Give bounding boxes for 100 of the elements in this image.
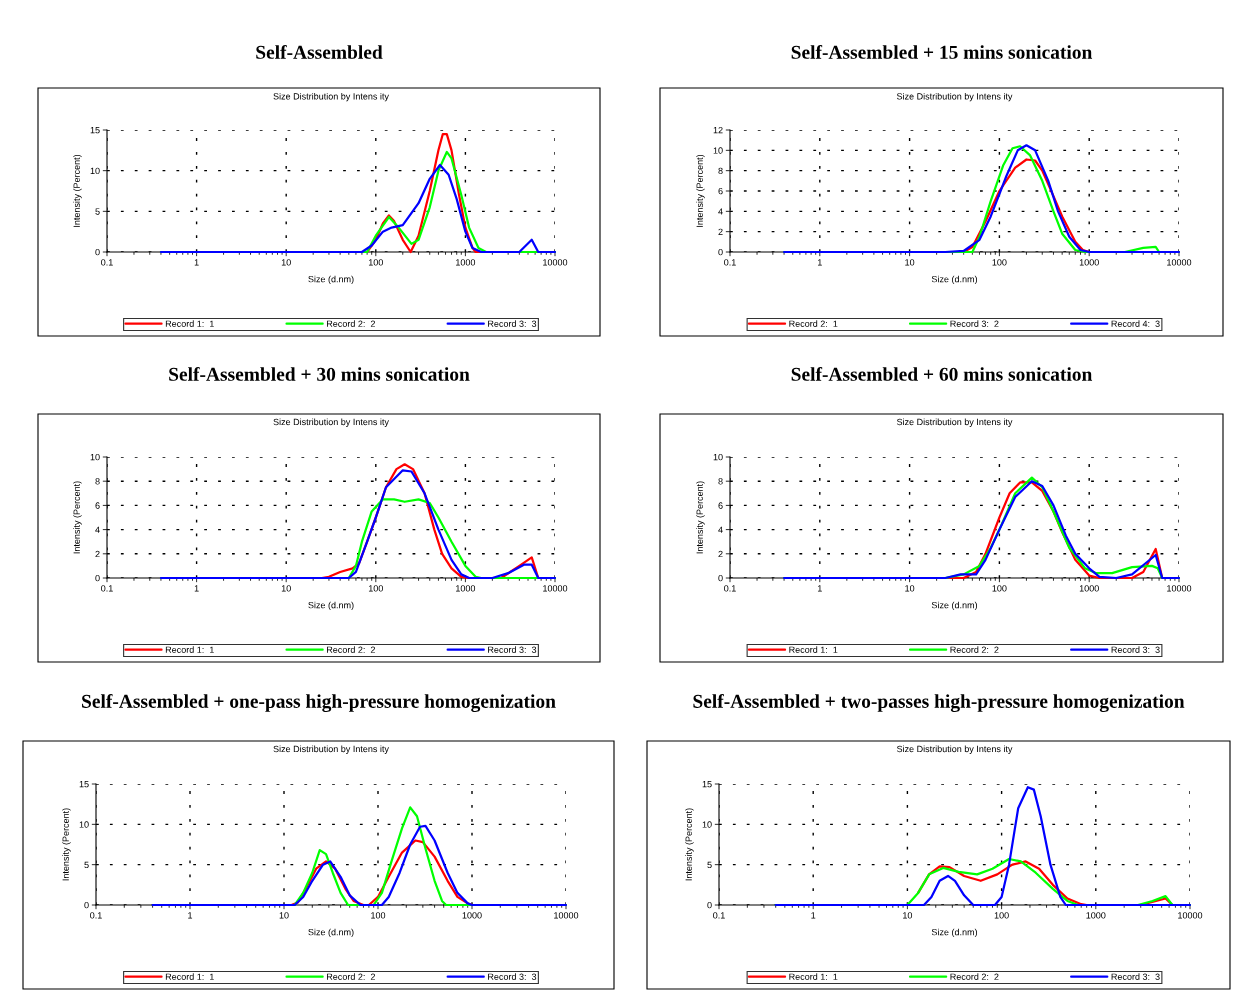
y-tick-label: 0: [84, 901, 89, 909]
y-tick-label: 0: [707, 901, 712, 909]
chart-subtitle: Size Distribution by Intens ity: [896, 745, 1013, 754]
legend-label: Record 2: 2: [950, 646, 999, 653]
legend-label: Record 3: 2: [950, 320, 999, 327]
y-tick-label: 8: [95, 478, 100, 485]
y-tick-label: 5: [84, 861, 89, 869]
y-tick-label: 8: [718, 167, 723, 175]
y-axis-title: Intensity (Percent): [696, 481, 705, 554]
chart-title: Self-Assembled + 15 mins sonication: [791, 44, 1093, 59]
y-tick-label: 5: [95, 208, 100, 215]
x-tick-label: 100: [371, 912, 386, 919]
legend-label: Record 2: 2: [327, 646, 375, 653]
y-tick-label: 0: [95, 248, 100, 256]
x-tick-label: 0.1: [101, 585, 113, 592]
chart-title: Self-Assembled: [256, 44, 383, 59]
y-tick-label: 4: [95, 526, 100, 533]
x-tick-label: 1: [188, 912, 193, 919]
legend-label: Record 1: 1: [165, 320, 214, 327]
x-axis-title: Size (d.nm): [931, 601, 978, 611]
y-tick-label: 10: [79, 821, 89, 828]
x-tick-label: 10000: [1178, 912, 1203, 919]
chart-title: Self-Assembled + 60 mins sonication: [791, 366, 1093, 381]
y-tick-label: 10: [90, 167, 100, 175]
x-tick-label: 1000: [456, 259, 476, 266]
legend-label: Record 3: 3: [488, 646, 537, 653]
chart-title: Self-Assembled + one-pass high-pressure homogenization: [82, 694, 556, 712]
x-tick-label: 10: [281, 585, 291, 592]
x-tick-label: 0.1: [713, 912, 725, 919]
y-tick-label: 2: [718, 550, 723, 558]
x-tick-label: 0.1: [90, 912, 102, 919]
x-axis-title: Size (d.nm): [931, 275, 978, 285]
y-tick-label: 15: [702, 781, 712, 788]
x-axis-title: Size (d.nm): [931, 928, 978, 938]
chart-title: Self-Assembled + two-passes high-pressure homogenization: [693, 694, 1185, 712]
y-tick-label: 15: [90, 127, 100, 134]
x-axis-title: Size (d.nm): [308, 275, 354, 285]
legend-label: Record 3: 3: [1111, 646, 1160, 653]
y-tick-label: 2: [95, 550, 100, 558]
y-tick-label: 10: [90, 453, 100, 461]
x-tick-label: 100: [992, 259, 1007, 266]
y-tick-label: 0: [718, 248, 723, 256]
y-tick-label: 5: [707, 861, 712, 869]
x-tick-label: 100: [992, 585, 1007, 592]
legend-label: Record 3: 3: [1111, 973, 1160, 980]
y-tick-label: 15: [79, 781, 89, 788]
legend-label: Record 2: 2: [950, 973, 999, 980]
legend-label: Record 2: 2: [327, 320, 375, 327]
x-tick-label: 10: [281, 259, 291, 266]
legend-label: Record 2: 2: [327, 973, 375, 980]
legend-label: Record 1: 1: [789, 973, 838, 980]
legend-label: Record 2: 1: [789, 320, 838, 327]
chart-subtitle: Size Distribution by Intens ity: [273, 745, 389, 754]
y-tick-label: 2: [718, 228, 723, 235]
y-tick-label: 12: [713, 126, 723, 134]
y-tick-label: 4: [718, 526, 723, 533]
x-tick-label: 1000: [456, 585, 476, 592]
y-axis-title: Intensity (Percent): [73, 481, 82, 554]
x-tick-label: 10: [279, 912, 289, 919]
x-tick-label: 100: [994, 912, 1009, 919]
y-tick-label: 6: [718, 502, 723, 509]
chart-subtitle: Size Distribution by Intens ity: [273, 418, 389, 427]
x-tick-label: 1: [194, 259, 199, 266]
x-tick-label: 10000: [554, 912, 579, 919]
chart-title: Self-Assembled + 30 mins sonication: [169, 366, 470, 381]
x-tick-label: 100: [368, 585, 383, 592]
x-tick-label: 10000: [543, 259, 568, 266]
legend-label: Record 1: 1: [789, 646, 838, 653]
chart-subtitle: Size Distribution by Intens ity: [273, 92, 389, 102]
y-tick-label: 4: [718, 208, 723, 215]
legend-label: Record 4: 3: [1111, 320, 1160, 327]
x-tick-label: 10: [905, 585, 915, 592]
x-tick-label: 10000: [1167, 259, 1192, 266]
x-tick-label: 1000: [1086, 912, 1106, 919]
legend-label: Record 1: 1: [165, 646, 214, 653]
x-axis-title: Size (d.nm): [308, 601, 354, 611]
x-tick-label: 10000: [1167, 585, 1192, 592]
y-tick-label: 8: [718, 478, 723, 485]
y-tick-label: 0: [95, 574, 100, 582]
y-axis-title: Intensity (Percent): [73, 154, 82, 227]
x-tick-label: 1: [194, 585, 199, 592]
y-tick-label: 0: [718, 574, 723, 582]
x-tick-label: 1: [811, 912, 816, 919]
legend-label: Record 3: 3: [488, 973, 537, 980]
y-tick-label: 10: [713, 147, 723, 154]
y-axis-title: Intensity (Percent): [685, 808, 694, 881]
x-tick-label: 100: [368, 259, 383, 266]
x-tick-label: 10: [903, 912, 913, 919]
y-axis-title: Intensity (Percent): [62, 808, 71, 881]
x-tick-label: 1000: [1079, 585, 1099, 592]
x-tick-label: 0.1: [724, 585, 736, 592]
x-tick-label: 10000: [543, 585, 568, 592]
x-tick-label: 0.1: [724, 259, 736, 266]
y-tick-label: 6: [95, 502, 100, 509]
x-tick-label: 0.1: [101, 259, 113, 266]
x-tick-label: 1000: [462, 912, 482, 919]
legend-label: Record 1: 1: [165, 973, 214, 980]
x-tick-label: 1: [817, 585, 822, 592]
x-axis-title: Size (d.nm): [308, 928, 354, 938]
legend-label: Record 3: 3: [488, 320, 537, 327]
